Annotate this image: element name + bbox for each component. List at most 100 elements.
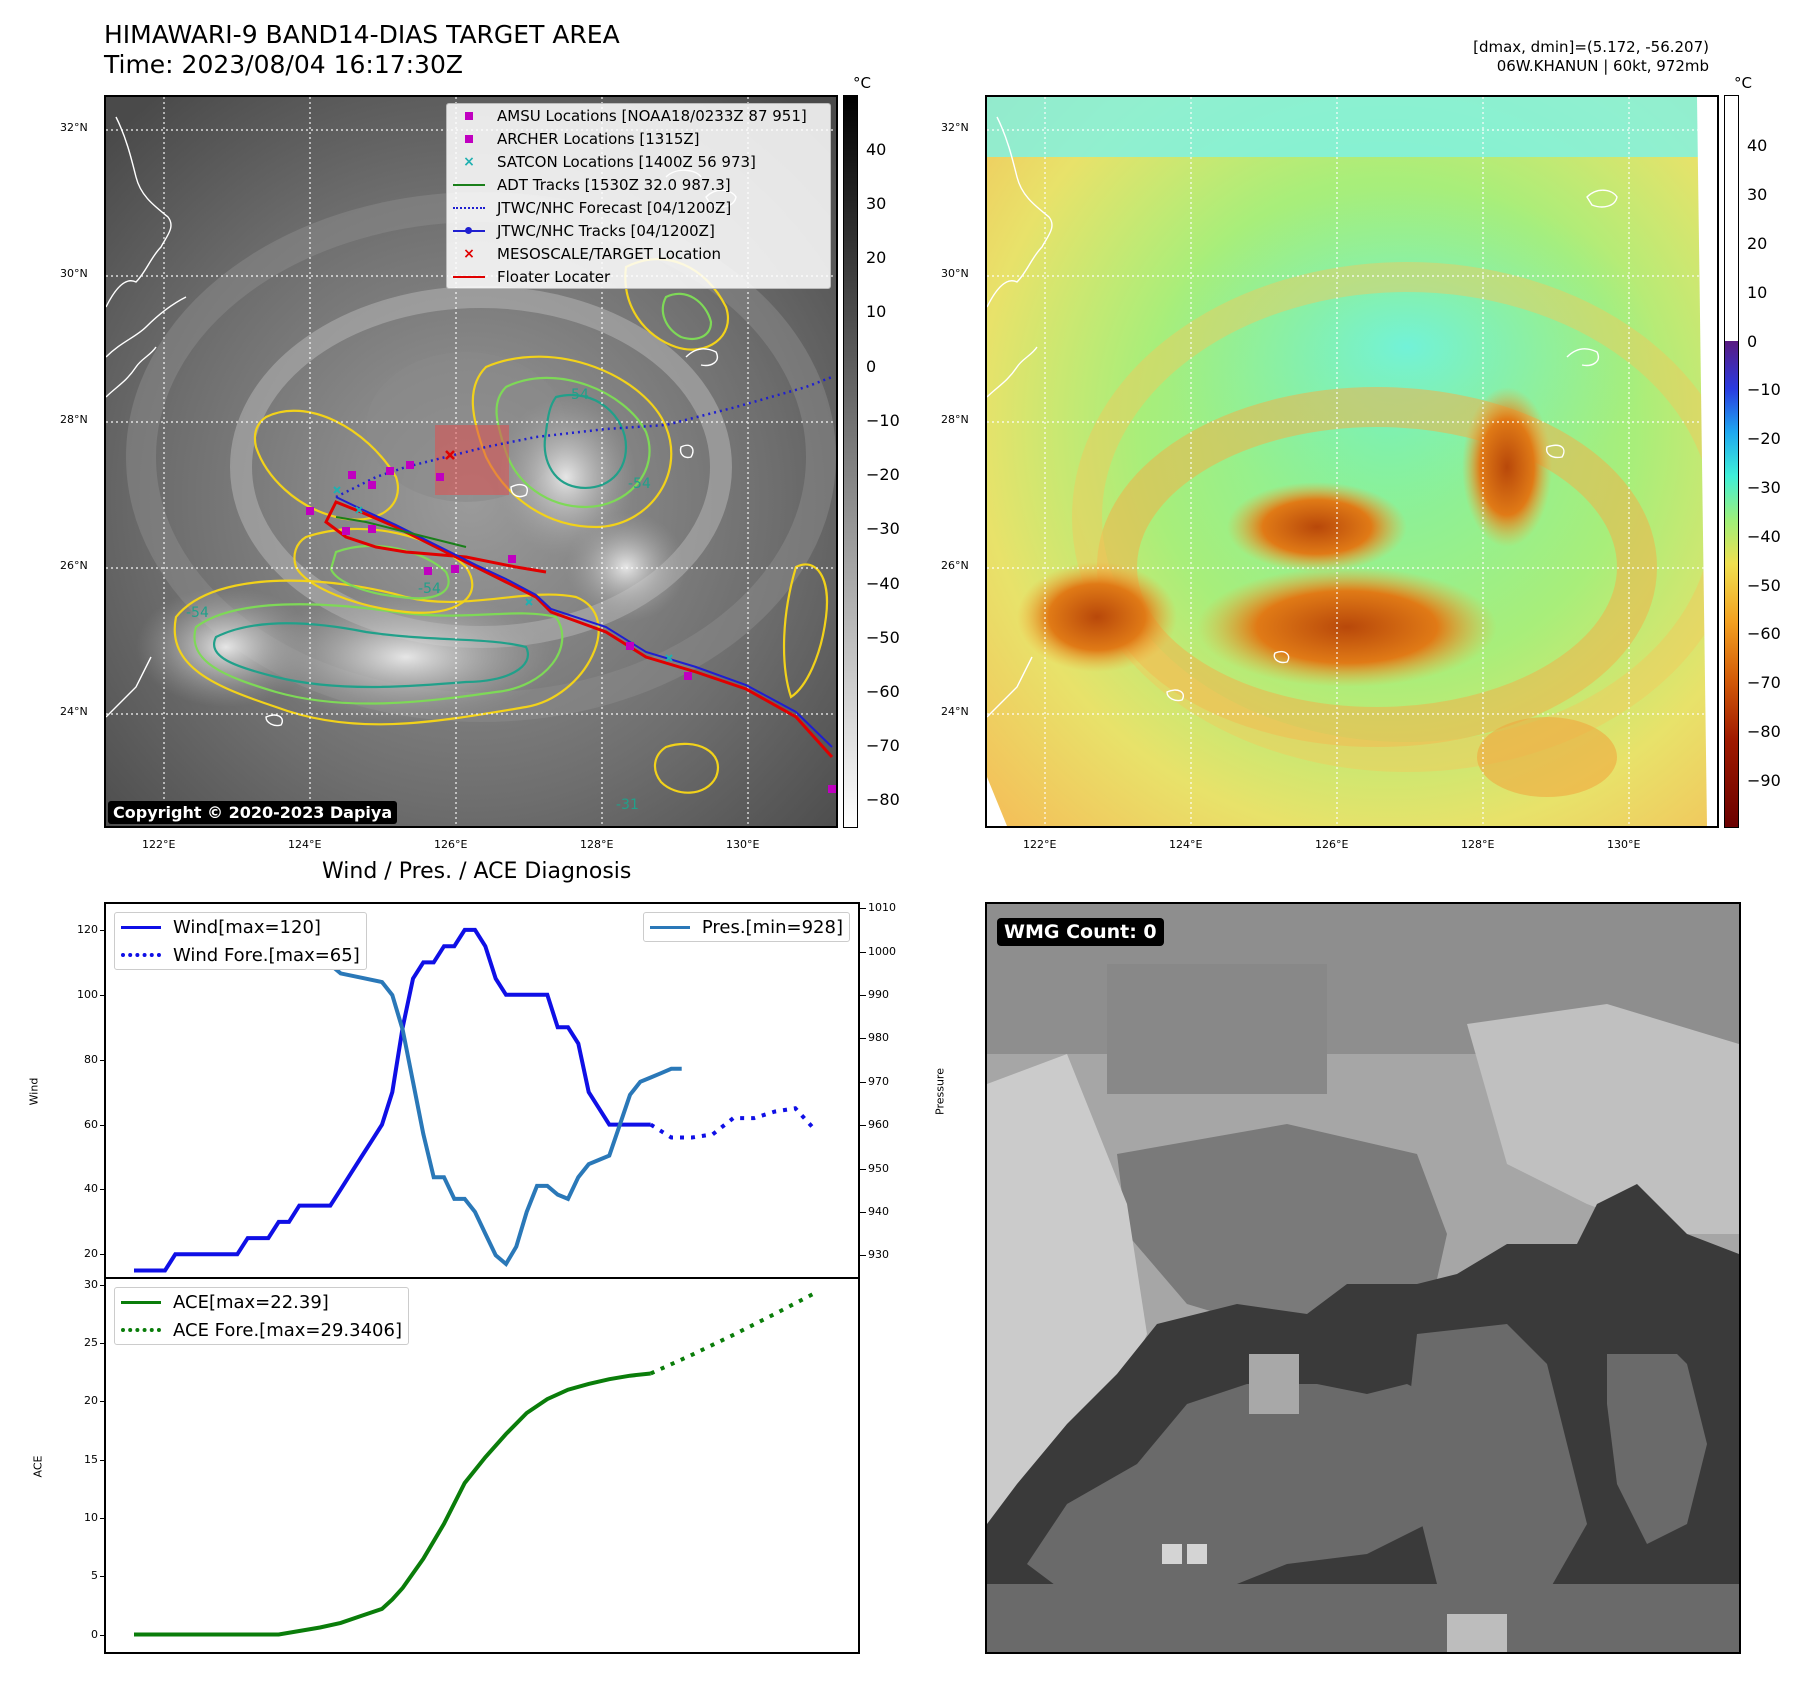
lat-label: 32°N <box>941 121 969 134</box>
colorbar-tick: −70 <box>866 736 900 755</box>
lat-label: 24°N <box>941 705 969 718</box>
legend-entry-floater: Floater Locater <box>447 265 830 288</box>
y-tick-mark <box>860 951 866 953</box>
lon-label: 122°E <box>142 838 176 851</box>
colorbar-tick: −10 <box>1747 380 1781 399</box>
legend-entry-ace: ACE[max=22.39] <box>115 1288 408 1316</box>
y-tick-mark <box>860 995 866 997</box>
y-tick-label: 970 <box>868 1074 889 1088</box>
colorbar-unit: °C <box>853 74 871 92</box>
line-icon <box>649 920 690 934</box>
y-tick-label: 40 <box>84 1182 98 1196</box>
colorbar-tick: 20 <box>1747 234 1768 253</box>
ace-legend: ACE[max=22.39] ACE Fore.[max=29.3406] <box>114 1287 409 1345</box>
legend-label: AMSU Locations [NOAA18/0233Z 87 951] <box>497 106 807 125</box>
y-tick-label: 930 <box>868 1248 889 1262</box>
ace-chart: ACE[max=22.39] ACE Fore.[max=29.3406] <box>104 1277 860 1654</box>
color-colorbar <box>1724 95 1739 828</box>
square-marker-icon <box>453 132 485 146</box>
legend-label: SATCON Locations [1400Z 56 973] <box>497 152 756 171</box>
y-tick-mark <box>100 1343 106 1345</box>
colorbar-tick: −80 <box>866 790 900 809</box>
legend-entry-jtwc-tracks: JTWC/NHC Tracks [04/1200Z] <box>447 219 830 242</box>
lon-label: 128°E <box>1461 838 1495 851</box>
legend-label: Wind Fore.[max=65] <box>173 944 360 966</box>
y-tick-label: 960 <box>868 1118 889 1132</box>
y-tick-label: 5 <box>91 1569 98 1583</box>
x-marker-icon: × <box>463 153 475 170</box>
lat-label: 26°N <box>60 559 88 572</box>
y-tick-mark <box>860 1038 866 1040</box>
colorbar-tick: −90 <box>1747 771 1781 790</box>
legend-label: ACE[max=22.39] <box>173 1291 329 1313</box>
series-line-wind <box>134 927 651 1273</box>
wind-pressure-chart: Wind[max=120] Wind Fore.[max=65] Pres.[m… <box>104 902 860 1279</box>
legend-label: Pres.[min=928] <box>701 916 843 938</box>
legend-label: Wind[max=120] <box>173 916 321 938</box>
y-tick-label: 120 <box>77 922 98 936</box>
colorbar-tick: 40 <box>866 140 887 159</box>
y-tick-mark <box>100 1576 106 1578</box>
legend-label: Floater Locater <box>497 267 611 286</box>
line-icon <box>453 178 485 192</box>
y-tick-mark <box>860 1125 866 1127</box>
contour-label: -54 <box>418 581 441 597</box>
storm-info-text: 06W.KHANUN | 60kt, 972mb <box>1496 57 1709 75</box>
colorbar-tick: −50 <box>1747 576 1781 595</box>
y-tick-label: 20 <box>84 1247 98 1261</box>
lon-label: 128°E <box>580 838 614 851</box>
contour-label: -54 <box>566 387 589 403</box>
wmg-count-badge: WMG Count: 0 <box>997 918 1164 946</box>
colorbar-tick: −10 <box>866 411 900 430</box>
wind-legend: Wind[max=120] Wind Fore.[max=65] <box>114 912 367 970</box>
legend-entry-pressure: Pres.[min=928] <box>644 913 849 941</box>
y-tick-label: 980 <box>868 1031 889 1045</box>
lon-label: 124°E <box>288 838 322 851</box>
y-tick-label: 20 <box>84 1394 98 1408</box>
dotted-line-icon <box>121 1323 161 1337</box>
y-tick-label: 950 <box>868 1161 889 1175</box>
lon-label: 124°E <box>1169 838 1203 851</box>
legend-entry-mesoscale: × MESOSCALE/TARGET Location <box>447 242 830 265</box>
legend-label: JTWC/NHC Tracks [04/1200Z] <box>497 221 715 240</box>
lon-label: 122°E <box>1023 838 1057 851</box>
y-tick-mark <box>100 1517 106 1519</box>
colorbar-tick: 30 <box>866 194 887 213</box>
contour-label: -54 <box>186 605 209 621</box>
lat-label: 24°N <box>60 705 88 718</box>
lat-label: 32°N <box>60 121 88 134</box>
colorbar-tick: −40 <box>866 574 900 593</box>
lat-label: 28°N <box>941 413 969 426</box>
y-tick-label: 10 <box>84 1510 98 1524</box>
legend-entry-satcon: × SATCON Locations [1400Z 56 973] <box>447 150 830 173</box>
y-tick-mark <box>100 1634 106 1636</box>
color-map-panel <box>985 95 1719 828</box>
legend-entry-jtwc-forecast: JTWC/NHC Forecast [04/1200Z] <box>447 196 830 219</box>
colorbar-tick: 0 <box>1747 332 1758 351</box>
colorbar-tick: 40 <box>1747 136 1768 155</box>
lon-label: 126°E <box>1315 838 1349 851</box>
lat-label: 26°N <box>941 559 969 572</box>
colorbar-tick: −20 <box>1747 429 1781 448</box>
colorbar-tick: 10 <box>1747 283 1768 302</box>
y-tick-mark <box>860 1081 866 1083</box>
y-tick-mark <box>860 1211 866 1213</box>
series-line-wind-fore- <box>649 1106 818 1140</box>
y-tick-label: 100 <box>77 987 98 1001</box>
y-tick-label: 80 <box>84 1052 98 1066</box>
y-tick-label: 0 <box>91 1627 98 1641</box>
colorbar-tick: 30 <box>1747 185 1768 204</box>
y-tick-mark <box>100 1189 106 1191</box>
y-tick-mark <box>100 994 106 996</box>
colorbar-tick: −20 <box>866 465 900 484</box>
y-tick-mark <box>100 1284 106 1286</box>
legend-entry-wind: Wind[max=120] <box>115 913 366 941</box>
lon-label: 130°E <box>726 838 760 851</box>
dotted-line-icon <box>453 201 485 215</box>
legend-label: ACE Fore.[max=29.3406] <box>173 1319 402 1341</box>
diagnosis-title: Wind / Pres. / ACE Diagnosis <box>322 859 632 884</box>
lat-label: 28°N <box>60 413 88 426</box>
legend-label: ADT Tracks [1530Z 32.0 987.3] <box>497 175 731 194</box>
colorbar-tick: 20 <box>866 248 887 267</box>
line-icon <box>121 1295 161 1309</box>
